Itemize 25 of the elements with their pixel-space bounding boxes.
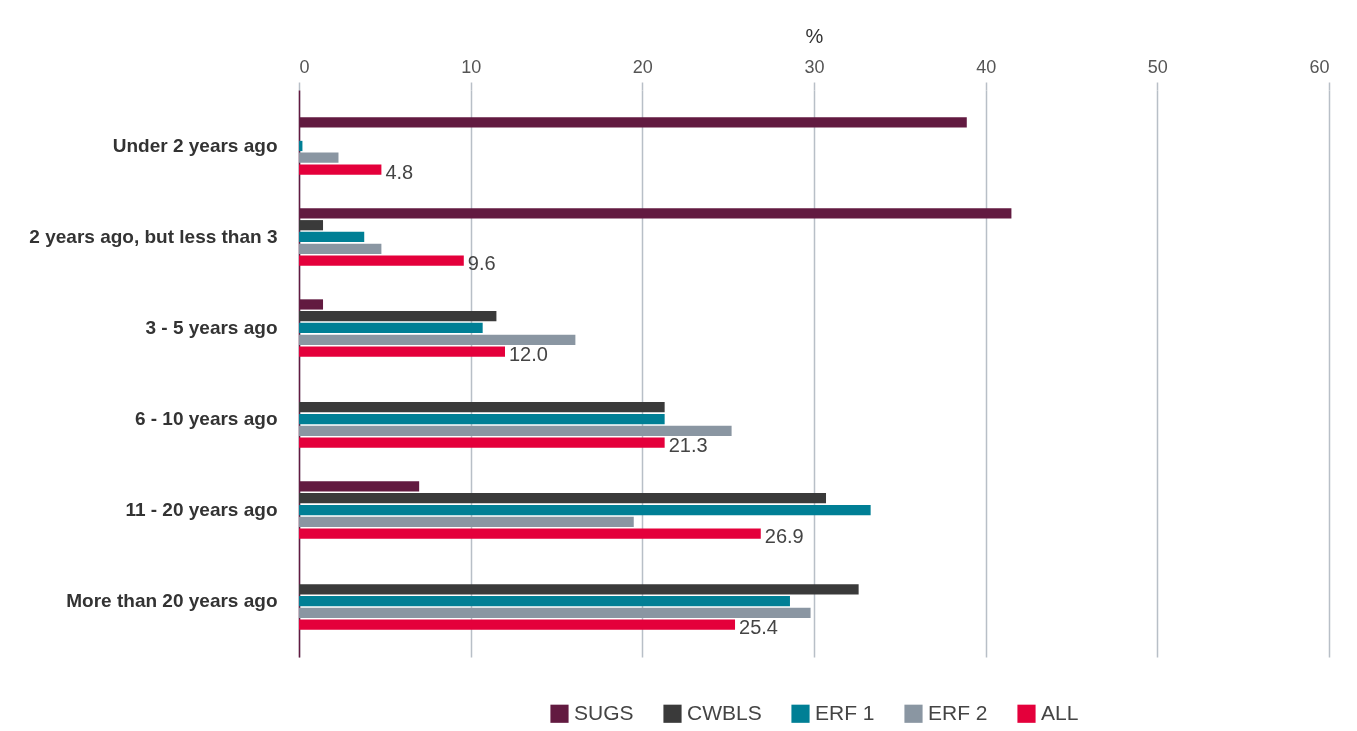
y-tick-label: More than 20 years ago <box>66 590 278 612</box>
y-tick-label: 3 - 5 years ago <box>145 316 278 338</box>
legend-label: ALL <box>1041 700 1079 724</box>
data-label: 25.4 <box>739 615 778 638</box>
data-label: 4.8 <box>385 160 414 183</box>
y-tick-label: 2 years ago, but less than 3 <box>29 225 278 247</box>
y-tick-label: 11 - 20 years ago <box>125 499 278 521</box>
data-label: 21.3 <box>668 433 708 456</box>
legend-label: CWBLS <box>687 700 762 724</box>
x-axis-title: % <box>805 24 824 47</box>
x-tick-label: 30 <box>804 56 825 77</box>
x-tick-label: 20 <box>632 56 653 77</box>
x-tick-label: 10 <box>461 56 482 77</box>
data-label: 12.0 <box>509 342 548 365</box>
legend-label: ERF 1 <box>815 700 875 724</box>
y-tick-label: Under 2 years ago <box>112 134 278 156</box>
data-label: 9.6 <box>467 251 496 274</box>
data-label: 26.9 <box>764 524 804 547</box>
x-tick-label: 50 <box>1147 56 1168 77</box>
legend-label: ERF 2 <box>928 700 988 724</box>
y-tick-label: 6 - 10 years ago <box>134 408 278 430</box>
legend-label: SUGS <box>574 700 634 724</box>
x-tick-label: 60 <box>1309 56 1330 77</box>
x-tick-label: 0 <box>299 56 310 77</box>
x-tick-label: 40 <box>976 56 997 77</box>
